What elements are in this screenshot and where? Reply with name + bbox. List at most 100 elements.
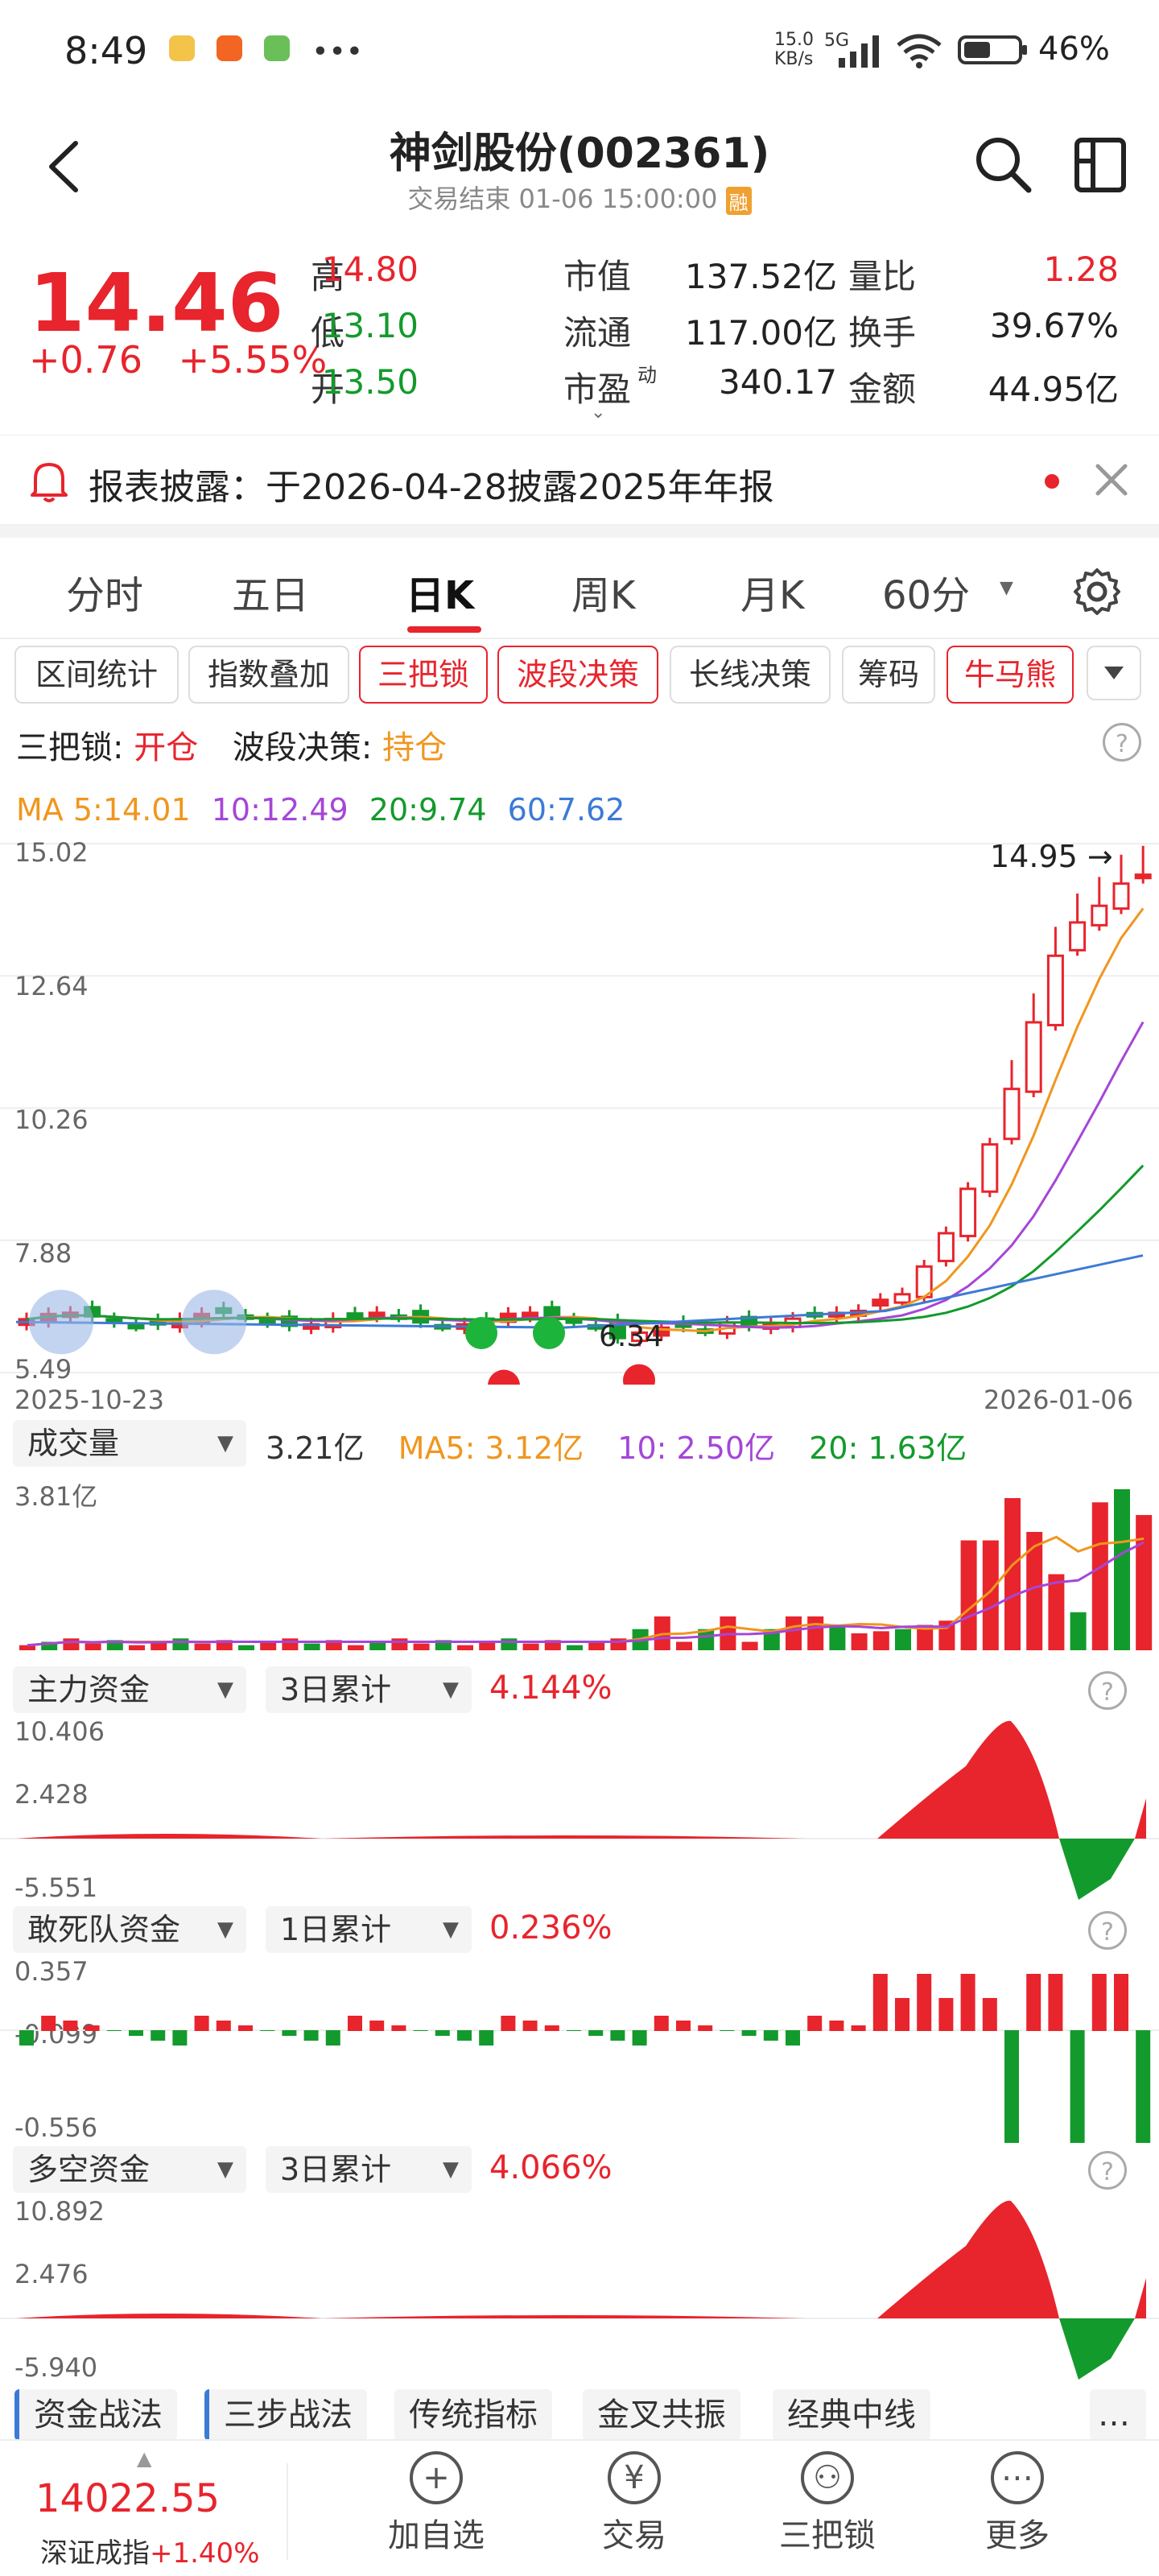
quote-value: 340.17 — [719, 362, 837, 402]
fund-flow-bar — [172, 2030, 188, 2046]
search-icon[interactable] — [972, 134, 1033, 195]
candle-body — [1134, 873, 1152, 880]
help-icon[interactable]: ? — [1088, 2151, 1127, 2190]
notice-bar[interactable]: 报表披露：于2026-04-28披露2025年年报 — [0, 435, 1159, 525]
tab-1[interactable]: 五日 — [232, 573, 310, 618]
panel-indicator-selector[interactable]: 敢死队资金 ▼ — [13, 1906, 246, 1953]
fund-flow-positive-area — [16, 1834, 805, 1839]
fund-flow-positive-area — [0, 1720, 1059, 1839]
margin-badge: 融 — [725, 186, 752, 215]
strategy-tab-0[interactable]: 资金战法 — [14, 2389, 177, 2441]
volume-legend: 3.21亿 MA5: 3.12亿 10: 2.50亿 20: 1.63亿 — [266, 1423, 967, 1468]
kline-low-marker: 6.34 — [599, 1320, 664, 1353]
nav-1[interactable]: ¥ 交易 — [570, 2451, 699, 2556]
chevron-down-icon[interactable]: ⌄ — [591, 402, 606, 423]
close-icon[interactable] — [1095, 463, 1128, 497]
strategy-tab-1[interactable]: 三步战法 — [204, 2389, 367, 2441]
tab-4[interactable]: 月K — [740, 573, 805, 618]
back-arrow-icon[interactable] — [45, 138, 80, 195]
quote-label: 高 — [311, 257, 345, 296]
tool-button-3[interactable]: 波段决策 — [497, 646, 658, 704]
panel-value: 0.236% — [489, 1909, 612, 1946]
tab-0[interactable]: 分时 — [66, 573, 144, 618]
tab-3[interactable]: 周K — [571, 573, 636, 618]
panel-period-label: 1日累计 — [280, 1912, 392, 1947]
help-icon[interactable]: ? — [1088, 1911, 1127, 1950]
volume-bar — [851, 1633, 868, 1650]
tool-button-6[interactable]: 牛马熊 — [947, 646, 1074, 704]
strategy-tab-3[interactable]: 金叉共振 — [583, 2389, 740, 2441]
fund-flow-bar — [106, 2030, 122, 2031]
more-strategies-button[interactable]: … — [1090, 2389, 1146, 2441]
strategy-tab-4[interactable]: 经典中线 — [773, 2389, 930, 2441]
volume-selector[interactable]: 成交量 ▼ — [13, 1420, 246, 1467]
ma5-line — [26, 907, 1145, 1333]
buy-signal-icon — [488, 1369, 520, 1385]
change-amount: +0.76 — [29, 338, 142, 382]
nav-0[interactable]: + 加自选 — [372, 2451, 501, 2556]
fund-flow-bar — [501, 2016, 516, 2031]
ma20-label: 20:9.74 — [369, 792, 487, 828]
volume-bar — [85, 1643, 101, 1650]
tab-5[interactable]: 60分 — [882, 573, 971, 618]
help-icon[interactable]: ? — [1088, 1671, 1127, 1710]
kline-y-label-2: 12.64 — [14, 971, 89, 1001]
panel-indicator-label: 敢死队资金 — [27, 1912, 181, 1947]
volume-bar — [960, 1540, 977, 1650]
fund-flow-chart[interactable] — [0, 1718, 1159, 1903]
panel-indicator-selector[interactable]: 主力资金 ▼ — [13, 1666, 246, 1713]
tool-button-5[interactable]: 筹码 — [842, 646, 935, 704]
tab-2[interactable]: 日K — [406, 573, 475, 618]
tool-button-2[interactable]: 三把锁 — [359, 646, 488, 704]
nav-3[interactable]: ⋯ 更多 — [953, 2451, 1082, 2556]
fund-flow-positive-area — [16, 2314, 805, 2318]
fund-flow-chart[interactable] — [0, 1958, 1159, 2143]
quote-value: 39.67% — [989, 306, 1119, 345]
volume-bar — [369, 1641, 386, 1650]
tool-button-4[interactable]: 长线决策 — [670, 646, 831, 704]
fund-flow-positive-area — [0, 2200, 1059, 2318]
ma10-line — [26, 1021, 1145, 1329]
help-icon[interactable]: ? — [1103, 723, 1141, 762]
panel-period-selector[interactable]: 3日累计 ▼ — [266, 1666, 472, 1713]
signal-icon — [839, 35, 879, 68]
volume-bar — [1026, 1532, 1043, 1650]
panel-period-selector[interactable]: 3日累计 ▼ — [266, 2146, 472, 2193]
volume-bar — [501, 1638, 518, 1650]
candle-body — [1046, 954, 1064, 1026]
fund-flow-bar — [895, 1998, 909, 2031]
fund-flow-bar — [632, 2030, 647, 2046]
ma-legend: MA 5:14.01 10:12.49 20:9.74 60:7.62 — [16, 792, 625, 828]
volume-bar — [741, 1641, 758, 1650]
panel-period-label: 3日累计 — [280, 1672, 392, 1707]
fund-flow-bar — [807, 2016, 823, 2031]
fund-flow-chart[interactable] — [0, 2198, 1159, 2383]
toolbar-expand-button[interactable] — [1087, 646, 1141, 700]
quote-value: 44.95亿 — [988, 369, 1119, 409]
quote-value: 14.80 — [321, 250, 419, 289]
nav-2[interactable]: ⚇ 三把锁 — [763, 2451, 892, 2556]
kline-chart[interactable] — [0, 837, 1159, 1385]
layout-switch-icon[interactable] — [1074, 137, 1127, 193]
tool-button-0[interactable]: 区间统计 — [14, 646, 179, 704]
volume-bar — [807, 1616, 824, 1650]
quote-label-superscript: 动 — [637, 364, 657, 386]
fund-flow-bar — [282, 2030, 297, 2036]
high-marker-value: 14.95 — [990, 839, 1078, 874]
volume-chart[interactable] — [0, 1473, 1159, 1658]
candle-body — [346, 1312, 364, 1319]
notice-dot — [1045, 474, 1059, 489]
tool-button-1[interactable]: 指数叠加 — [188, 646, 349, 704]
net-speed-text: 15.0 KB/s — [774, 30, 814, 69]
panel-indicator-selector[interactable]: 多空资金 ▼ — [13, 2146, 246, 2193]
fund-flow-bar — [610, 2030, 625, 2041]
up-arrow-icon: ▲ — [137, 2447, 152, 2470]
fund-flow-bar — [960, 1974, 975, 2031]
index-divider — [287, 2463, 288, 2560]
strategy-tab-2[interactable]: 传统指标 — [394, 2389, 552, 2441]
settings-gear-icon[interactable] — [1072, 567, 1122, 617]
index-ticker[interactable]: ▲ 14022.55 深证成指+1.40% — [0, 2447, 287, 2576]
panel-period-selector[interactable]: 1日累计 ▼ — [266, 1906, 472, 1953]
volume-bar — [391, 1638, 408, 1650]
volume-bar — [41, 1641, 58, 1650]
